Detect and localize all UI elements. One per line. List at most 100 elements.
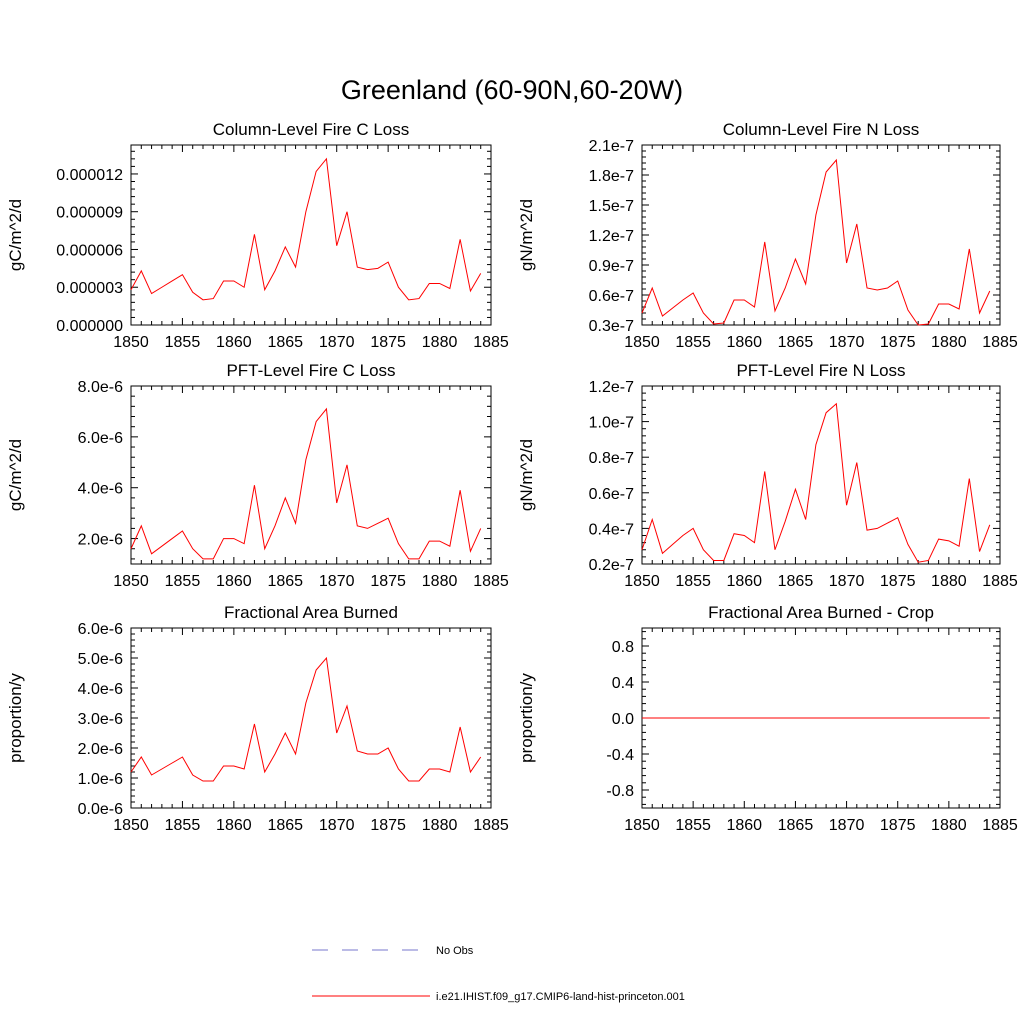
x-tick-label: 1850 [624,334,660,351]
x-tick-label: 1870 [319,334,355,351]
x-tick-label: 1875 [880,573,916,590]
x-tick-label: 1870 [829,573,865,590]
x-tick-label: 1880 [422,573,458,590]
plot-frame [130,627,492,809]
x-tick-label: 1875 [880,817,916,834]
y-tick-label: 4.0e-6 [78,481,123,498]
x-tick-label: 1865 [778,334,814,351]
y-tick-label: 0.000006 [56,242,123,259]
series-line [130,157,482,301]
series-line [130,407,482,560]
y-tick-label: 6.0e-6 [78,621,123,638]
x-tick-label: 1870 [829,334,865,351]
y-axis-label: gC/m^2/d [6,439,25,511]
x-tick-label: 1860 [216,817,252,834]
x-tick-label: 1860 [726,334,762,351]
series-line [641,158,991,326]
y-tick-label: 0.0e-6 [78,801,123,818]
y-tick-label: 0.8e-7 [589,450,634,467]
x-tick-label: 1855 [165,817,201,834]
panel-title: PFT-Level Fire N Loss [736,361,905,380]
y-tick-label: 0.9e-7 [589,258,634,275]
y-tick-label: 0.4 [612,675,634,692]
x-tick-label: 1875 [880,334,916,351]
x-tick-label: 1875 [370,817,406,834]
panel-title: Fractional Area Burned [224,603,398,622]
y-axis-label: proportion/y [517,673,536,763]
y-axis-label: gN/m^2/d [517,439,536,511]
x-tick-label: 1885 [473,817,509,834]
x-tick-label: 1870 [319,573,355,590]
series-line [130,656,482,782]
y-tick-label: 3.0e-6 [78,711,123,728]
panel-4: Fractional Area Burned proportion/y 1850 18… [6,603,509,834]
y-tick-label: -0.4 [606,747,634,764]
panel-0: Column-Level Fire C Loss gC/m^2/d 1850 1855… [6,120,509,351]
x-tick-label: 1860 [726,573,762,590]
y-tick-label: 0.000012 [56,167,123,184]
y-tick-label: 8.0e-6 [78,379,123,396]
figure-title: Greenland (60-90N,60-20W) [341,75,683,105]
panel-2: PFT-Level Fire C Loss gC/m^2/d 1850 1855 186… [6,361,509,590]
panel-title: PFT-Level Fire C Loss [226,361,395,380]
panel-3: PFT-Level Fire N Loss gN/m^2/d 1850 1855 186… [517,361,1018,590]
x-tick-label: 1855 [675,817,711,834]
x-tick-label: 1865 [267,573,303,590]
x-tick-label: 1880 [422,817,458,834]
x-tick-label: 1875 [370,334,406,351]
panel-1: Column-Level Fire N Loss gN/m^2/d 1850 1855… [517,120,1018,351]
y-tick-label: 1.0e-6 [78,771,123,788]
panels: Column-Level Fire C Loss gC/m^2/d 1850 1855… [6,120,1018,834]
y-tick-label: 0.8 [612,639,634,656]
legend: No Obs i.e21.IHIST.f09_g17.CMIP6-land-hi… [312,945,685,1003]
x-tick-label: 1880 [931,573,967,590]
y-axis-label: proportion/y [6,673,25,763]
x-tick-label: 1875 [370,573,406,590]
y-tick-label: 2.0e-6 [78,741,123,758]
y-axis-label: gC/m^2/d [6,199,25,271]
x-tick-label: 1855 [675,334,711,351]
y-axis-label: gN/m^2/d [517,199,536,271]
x-tick-label: 1865 [778,817,814,834]
x-tick-label: 1885 [473,334,509,351]
x-tick-label: 1870 [829,817,865,834]
x-tick-label: 1885 [473,573,509,590]
y-tick-label: 1.0e-7 [589,415,634,432]
y-tick-label: 0.000003 [56,280,123,297]
x-tick-label: 1850 [113,573,149,590]
panel-5: Fractional Area Burned - Crop proportion/… [517,603,1018,834]
y-tick-label: 0.6e-7 [589,486,634,503]
y-tick-label: -0.8 [606,783,634,800]
x-tick-label: 1855 [675,573,711,590]
x-tick-label: 1860 [216,573,252,590]
x-tick-label: 1880 [931,334,967,351]
legend-no-obs-label: No Obs [436,945,474,957]
x-tick-label: 1850 [113,334,149,351]
y-tick-label: 1.2e-7 [589,379,634,396]
x-tick-label: 1865 [267,334,303,351]
x-tick-label: 1855 [165,334,201,351]
x-tick-label: 1860 [216,334,252,351]
x-tick-label: 1880 [931,817,967,834]
plot-frame [130,385,492,565]
x-tick-label: 1860 [726,817,762,834]
legend-model-label: i.e21.IHIST.f09_g17.CMIP6-land-hist-prin… [436,991,685,1003]
y-tick-label: 0.4e-7 [589,521,634,538]
y-tick-label: 0.3e-7 [589,318,634,335]
y-tick-label: 1.8e-7 [589,168,634,185]
x-tick-label: 1885 [982,573,1018,590]
x-tick-label: 1865 [778,573,814,590]
x-tick-label: 1880 [422,334,458,351]
y-tick-label: 5.0e-6 [78,651,123,668]
x-tick-label: 1855 [165,573,201,590]
y-tick-label: 2.1e-7 [589,138,634,155]
y-tick-label: 0.000009 [56,205,123,222]
panel-title: Column-Level Fire N Loss [723,120,920,139]
plot-frame [130,144,492,326]
y-tick-label: 2.0e-6 [78,532,123,549]
y-tick-label: 1.5e-7 [589,198,634,215]
x-tick-label: 1850 [624,817,660,834]
y-tick-label: 0.0 [612,711,634,728]
y-tick-label: 0.6e-7 [589,288,634,305]
